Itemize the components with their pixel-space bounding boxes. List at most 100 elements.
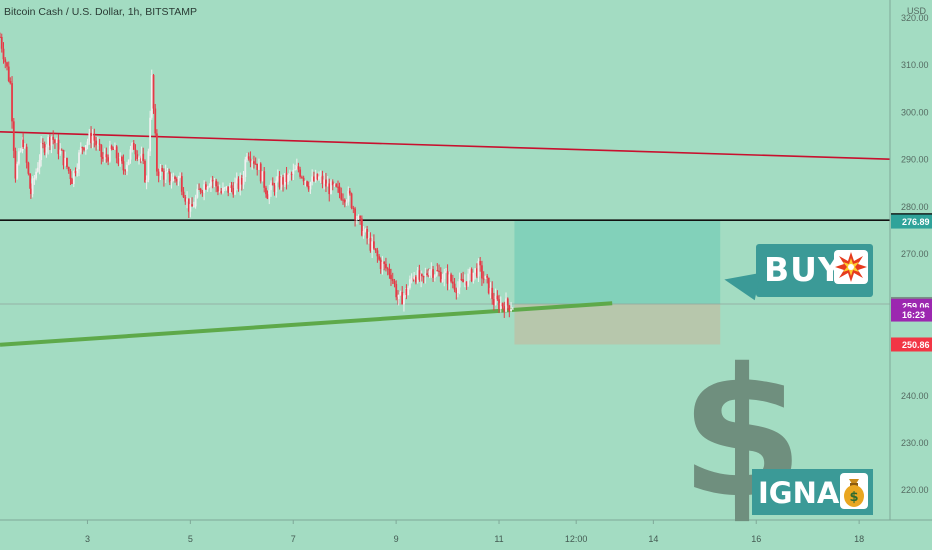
x-tick-label: 18 xyxy=(854,534,864,544)
price-tag: 276.89 xyxy=(891,214,932,229)
candle-body xyxy=(331,181,334,186)
candle-body xyxy=(333,184,336,186)
candle-body xyxy=(203,184,206,194)
candle-body xyxy=(348,190,351,194)
candle-body xyxy=(350,193,353,208)
candle-body xyxy=(90,132,92,144)
candle-body xyxy=(328,183,331,195)
candle-body xyxy=(290,173,293,175)
candle-body xyxy=(31,178,34,195)
candle-body xyxy=(506,298,509,306)
candle-body xyxy=(357,215,360,219)
candle-body xyxy=(362,230,365,236)
candle-body xyxy=(484,275,487,280)
candle-body xyxy=(278,176,281,188)
candle-body xyxy=(489,287,492,294)
candle-body xyxy=(482,278,485,280)
candle-body xyxy=(16,163,19,179)
candle-body xyxy=(330,181,332,195)
x-tick-label: 9 xyxy=(394,534,399,544)
candle-body xyxy=(217,186,219,192)
price-tag: 16:23 xyxy=(891,307,932,322)
candle-body xyxy=(294,169,296,171)
candle-body xyxy=(498,299,500,310)
candle-body xyxy=(72,171,75,185)
price-tag-label: 250.86 xyxy=(902,340,930,350)
candle-body xyxy=(435,270,438,276)
candle-body xyxy=(369,237,372,251)
candle-body xyxy=(96,143,99,146)
candle-body xyxy=(239,177,242,189)
candle-body xyxy=(156,133,158,172)
candle-body xyxy=(383,261,386,264)
candle-body xyxy=(142,153,145,161)
candle-body xyxy=(62,149,65,166)
candle-body xyxy=(285,173,288,183)
candle-body xyxy=(458,278,461,288)
candle-body xyxy=(445,271,447,273)
candle-body xyxy=(249,158,252,163)
red-trend-line xyxy=(0,130,891,160)
candle-body xyxy=(184,197,187,202)
candle-body xyxy=(229,185,231,193)
y-tick-label: 320.00 xyxy=(901,13,929,23)
candle-body xyxy=(343,199,346,203)
candle-body xyxy=(191,204,193,207)
candle-body xyxy=(199,188,202,192)
candle-body xyxy=(338,186,341,194)
candle-body xyxy=(273,185,276,192)
y-tick-label: 270.00 xyxy=(901,249,929,259)
candle-body xyxy=(55,139,58,143)
candle-body xyxy=(304,181,307,183)
candle-body xyxy=(149,117,152,152)
candle-body xyxy=(407,287,410,296)
candle-body xyxy=(2,48,5,60)
candle-body xyxy=(213,180,216,182)
candle-body xyxy=(163,171,165,180)
candle-body xyxy=(112,148,115,150)
candle-body xyxy=(60,149,63,151)
candle-body xyxy=(115,146,118,159)
candle-body xyxy=(218,191,221,193)
x-tick-label: 5 xyxy=(188,534,193,544)
candle-body xyxy=(326,183,329,187)
candle-body xyxy=(276,176,279,181)
candle-body xyxy=(168,172,171,183)
candle-body xyxy=(275,180,278,192)
candle-body xyxy=(45,147,48,153)
candle-body xyxy=(393,280,396,284)
candle-body xyxy=(57,139,60,155)
candle-body xyxy=(505,298,507,312)
candle-body xyxy=(424,273,427,277)
x-tick-label: 7 xyxy=(291,534,296,544)
candle-body xyxy=(204,184,207,190)
price-tag-bg xyxy=(891,337,932,352)
candle-body xyxy=(420,274,423,280)
candle-body xyxy=(6,62,8,67)
candle-body xyxy=(237,178,240,189)
candle-body xyxy=(282,177,284,185)
candle-body xyxy=(98,143,101,145)
candle-body xyxy=(477,261,480,277)
y-tick-label: 220.00 xyxy=(901,485,929,495)
candle-body xyxy=(475,268,478,277)
candle-body xyxy=(35,171,38,179)
candle-body xyxy=(208,185,211,187)
candle-body xyxy=(508,305,511,312)
candle-body xyxy=(50,136,53,146)
candle-body xyxy=(161,167,164,172)
candle-body xyxy=(225,186,228,188)
candle-body xyxy=(271,182,274,186)
candle-body xyxy=(108,145,111,162)
y-tick-label: 280.00 xyxy=(901,202,929,212)
candle-body xyxy=(131,142,134,150)
candle-body xyxy=(174,176,176,180)
candle-body xyxy=(126,164,128,172)
candle-body xyxy=(234,183,236,195)
candle-body xyxy=(487,277,490,294)
candle-body xyxy=(180,176,183,192)
candles xyxy=(0,32,514,318)
candle-body xyxy=(107,157,110,162)
candle-body xyxy=(465,281,468,286)
